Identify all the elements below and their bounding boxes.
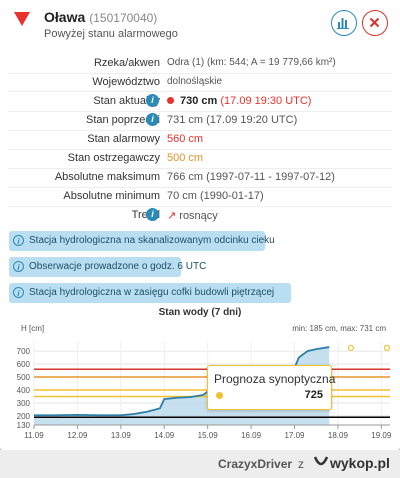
x-tick-label: 15.09 bbox=[198, 431, 219, 440]
voivodeship-label: Województwo bbox=[92, 76, 160, 88]
abs-max-value: 766 cm (1997-07-11 - 1997-07-12) bbox=[167, 171, 335, 183]
forecast-marker-icon bbox=[216, 392, 223, 399]
site-logo-text: wykop.pl bbox=[330, 455, 390, 471]
info-icon: i bbox=[13, 261, 24, 272]
current-time: (17.09 19:30 UTC) bbox=[220, 95, 312, 107]
row-voivodeship: Województwo dolnośląskie bbox=[0, 74, 400, 92]
warning-value: 500 cm bbox=[167, 152, 204, 164]
chart-minmax: min: 185 cm, max: 731 cm bbox=[292, 324, 386, 333]
chart-button[interactable] bbox=[331, 10, 357, 36]
row-warning-level: Stan ostrzegawczy 500 cm bbox=[0, 150, 400, 168]
y-tick-label: 600 bbox=[17, 360, 31, 369]
row-previous-level: Stan poprzedni i 731 cm (17.09 19:20 UTC… bbox=[0, 112, 400, 130]
row-current-level: Stan aktualny i 730 cm (17.09 19:30 UTC) bbox=[0, 93, 400, 111]
station-name: Oława bbox=[44, 9, 86, 25]
abs-min-value: 70 cm (1990-01-17) bbox=[167, 190, 264, 202]
row-absolute-max: Absolutne maksimum 766 cm (1997-07-11 - … bbox=[0, 169, 400, 187]
river-label: Rzeka/akwen bbox=[93, 57, 160, 69]
author-separator: z bbox=[298, 457, 304, 471]
alarm-triangle-icon bbox=[14, 12, 30, 26]
x-tick-label: 14.09 bbox=[154, 431, 175, 440]
y-tick-label: 130 bbox=[17, 421, 31, 430]
footer-bar: CrazyxDriver z wykop.pl bbox=[0, 450, 400, 478]
chart-tooltip: Prognoza synoptyczna 725 bbox=[207, 365, 336, 410]
y-tick-label: 500 bbox=[17, 373, 31, 382]
x-tick-label: 17.09 bbox=[284, 431, 305, 440]
note-backwater: i Stacja hydrologiczna w zasięgu cofki b… bbox=[9, 283, 291, 303]
info-icon[interactable]: i bbox=[146, 94, 159, 107]
current-label: Stan aktualny bbox=[93, 95, 160, 107]
tooltip-value: 725 bbox=[304, 389, 323, 401]
abs-max-label: Absolutne maksimum bbox=[54, 171, 160, 183]
current-value: 730 cm bbox=[180, 95, 218, 107]
station-popup: Oława (150170040) Powyżej stanu alarmoweg… bbox=[0, 0, 400, 450]
forecast-point bbox=[347, 344, 355, 351]
row-absolute-min: Absolutne minimum 70 cm (1990-01-17) bbox=[0, 188, 400, 206]
chart-title: Stan wody (7 dni) bbox=[158, 307, 242, 318]
previous-value: 731 cm (17.09 19:20 UTC) bbox=[167, 114, 298, 126]
forecast-point bbox=[383, 344, 391, 351]
trend-value-cell: ↗ rosnący bbox=[167, 209, 218, 222]
row-river: Rzeka/akwen Odra (1) (km: 544; A = 19 77… bbox=[0, 55, 400, 73]
x-tick-label: 16.09 bbox=[241, 431, 262, 440]
river-value: Odra (1) (km: 544; A = 19 779,66 km²) bbox=[167, 57, 336, 68]
note-canalized: i Stacja hydrologiczna na skanalizowanym… bbox=[9, 231, 275, 251]
current-value-cell: 730 cm (17.09 19:30 UTC) bbox=[167, 95, 311, 107]
alarm-value: 560 cm bbox=[167, 133, 204, 145]
y-tick-label: 700 bbox=[17, 347, 31, 356]
close-button[interactable] bbox=[362, 10, 388, 36]
station-title: Oława (150170040) bbox=[44, 9, 157, 25]
info-icon[interactable]: i bbox=[146, 208, 159, 221]
note-observations: i Obserwacje prowadzone o godz. 6 UTC bbox=[9, 257, 206, 277]
row-trend: Trend i ↗ rosnący bbox=[0, 207, 400, 225]
station-code: (150170040) bbox=[89, 11, 158, 25]
y-tick-label: 400 bbox=[17, 386, 31, 395]
previous-label: Stan poprzedni bbox=[86, 114, 160, 126]
note-text: Stacja hydrologiczna w zasięgu cofki bud… bbox=[29, 287, 275, 298]
note-text: Stacja hydrologiczna na skanalizowanym o… bbox=[29, 235, 275, 246]
alarm-dot-icon bbox=[167, 97, 174, 104]
author-name: CrazyxDriver bbox=[218, 457, 293, 471]
x-tick-label: 18.09 bbox=[328, 431, 349, 440]
info-icon: i bbox=[13, 235, 24, 246]
popup-header: Oława (150170040) Powyżej stanu alarmoweg… bbox=[0, 0, 400, 48]
trend-arrow-icon: ↗ bbox=[167, 210, 177, 222]
voivodeship-value: dolnośląskie bbox=[167, 76, 223, 87]
y-tick-label: 300 bbox=[17, 399, 31, 408]
chart-y-unit: H [cm] bbox=[21, 324, 45, 333]
bar-chart-icon bbox=[337, 18, 349, 29]
x-tick-label: 13.09 bbox=[111, 431, 132, 440]
note-text: Obserwacje prowadzone o godz. 6 UTC bbox=[29, 261, 207, 272]
y-tick-label: 200 bbox=[17, 412, 31, 421]
x-tick-label: 19.09 bbox=[371, 431, 392, 440]
trend-value: rosnący bbox=[179, 210, 218, 222]
station-status: Powyżej stanu alarmowego bbox=[44, 28, 178, 40]
tooltip-title: Prognoza synoptyczna bbox=[214, 372, 336, 386]
warning-label: Stan ostrzegawczy bbox=[67, 152, 160, 164]
alarm-label: Stan alarmowy bbox=[87, 133, 160, 145]
row-alarm-level: Stan alarmowy 560 cm bbox=[0, 131, 400, 149]
close-icon bbox=[369, 17, 380, 28]
x-tick-label: 11.09 bbox=[24, 431, 44, 440]
x-tick-label: 12.09 bbox=[67, 431, 88, 440]
info-icon[interactable]: i bbox=[146, 113, 159, 126]
wykop-logo-icon bbox=[313, 456, 329, 466]
abs-min-label: Absolutne minimum bbox=[63, 190, 160, 202]
info-icon: i bbox=[13, 287, 24, 298]
